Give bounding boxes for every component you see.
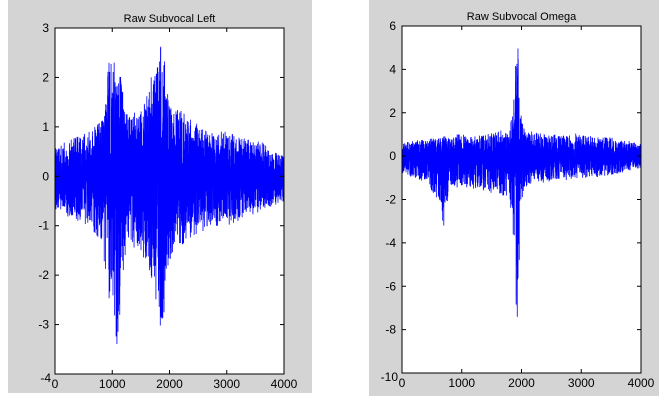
chart-title: Raw Subvocal Omega	[467, 11, 577, 23]
y-tick-label: -4	[385, 236, 396, 250]
x-tick-label: 4000	[628, 376, 655, 390]
x-tick-label: 1000	[99, 377, 126, 391]
x-tick-label: 2000	[156, 377, 183, 391]
x-tick-label: 0	[399, 376, 406, 390]
y-tick-label: 1	[42, 120, 49, 134]
chart-raw-subvocal-omega: Raw Subvocal Omega 0 1000 2000 3000 4000 -10 -8…	[381, 11, 655, 390]
y-tick-label: -2	[385, 193, 396, 207]
chart-raw-subvocal-left: Raw Subvocal Left 0 1000 2000 3000 4000 -4 -3 -2…	[38, 13, 298, 391]
x-tick-label: 2000	[508, 376, 535, 390]
x-tick-label: 3000	[213, 377, 240, 391]
y-tick-label: 6	[389, 19, 396, 33]
y-tick-label: -8	[385, 323, 396, 337]
y-tick-label: -4	[40, 371, 51, 385]
plot-area	[402, 26, 641, 373]
x-tick-label: 3000	[568, 376, 595, 390]
y-tick-label: 3	[42, 21, 49, 35]
y-tick-label: 0	[389, 149, 396, 163]
figure-panel-left: Raw Subvocal Left 0 1000 2000 3000 4000 -4 -3 -2…	[8, 0, 312, 393]
y-tick-label: -1	[38, 219, 49, 233]
x-tick-label: 4000	[271, 377, 298, 391]
y-tick-label: -3	[38, 318, 49, 332]
y-tick-label: -2	[38, 268, 49, 282]
signal-trace	[54, 46, 285, 344]
y-tick-label: 4	[389, 62, 396, 76]
y-tick-label: 0	[42, 169, 49, 183]
y-tick-label: 2	[42, 70, 49, 84]
chart-title: Raw Subvocal Left	[124, 13, 216, 25]
y-tick-label: -6	[385, 279, 396, 293]
figure-panel-right: Raw Subvocal Omega 0 1000 2000 3000 4000 -10 -8…	[369, 0, 659, 396]
y-tick-label: -10	[381, 370, 399, 384]
x-tick-label: 1000	[448, 376, 475, 390]
y-tick-label: 2	[389, 106, 396, 120]
signal-trace	[401, 48, 642, 317]
x-tick-label: 0	[52, 377, 59, 391]
